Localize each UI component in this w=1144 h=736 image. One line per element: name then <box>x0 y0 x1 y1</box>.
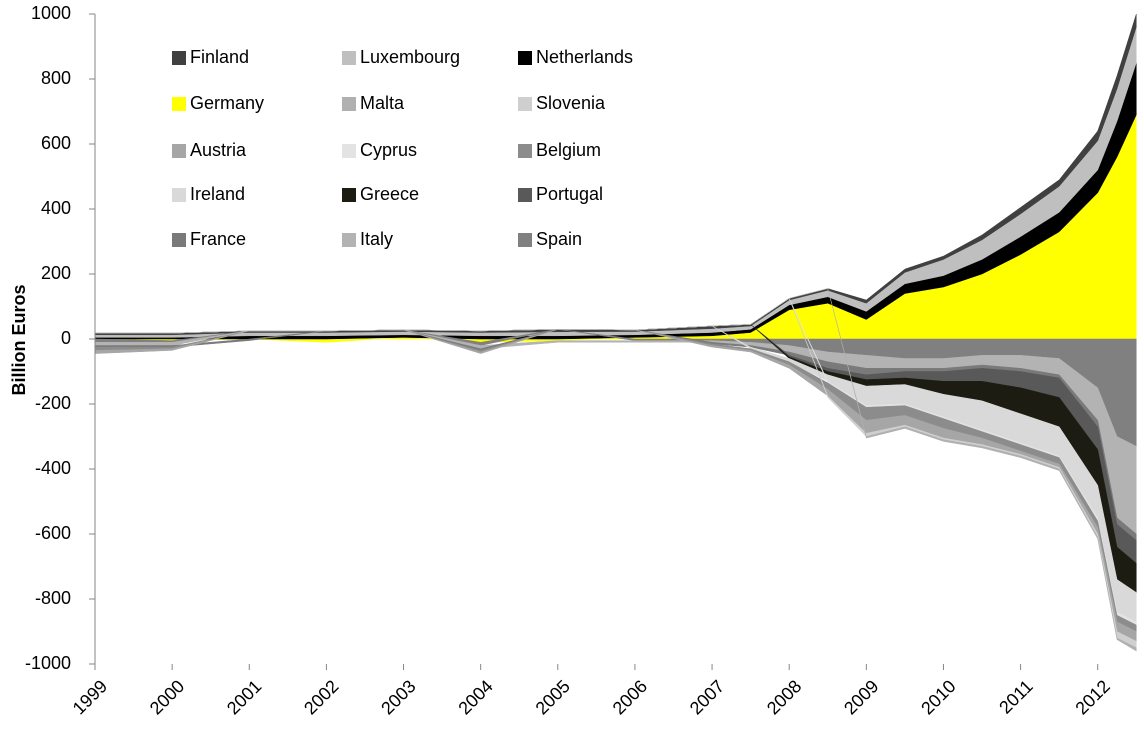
x-tick-label: 2005 <box>532 676 574 718</box>
legend-label: Austria <box>190 140 247 160</box>
legend-label: Slovenia <box>536 93 606 113</box>
legend-swatch <box>172 188 186 202</box>
legend-swatch <box>342 51 356 65</box>
legend-swatch <box>342 233 356 247</box>
y-tick-label: 400 <box>41 198 71 218</box>
legend-swatch <box>518 188 532 202</box>
legend-swatch <box>172 51 186 65</box>
legend-swatch <box>518 144 532 158</box>
x-tick-label: 2007 <box>686 676 728 718</box>
legend-swatch <box>172 97 186 111</box>
y-tick-label: -600 <box>35 523 71 543</box>
legend-swatch <box>342 97 356 111</box>
legend-label: Spain <box>536 229 582 249</box>
legend-label: France <box>190 229 246 249</box>
area <box>95 288 1137 652</box>
legend-label: Netherlands <box>536 47 633 67</box>
y-tick-label: 600 <box>41 133 71 153</box>
area <box>94 114 1137 343</box>
legend-label: Luxembourg <box>360 47 460 67</box>
x-tick-label: 2004 <box>454 676 496 718</box>
legend-label: Greece <box>360 184 419 204</box>
y-tick-label: 0 <box>61 328 71 348</box>
x-tick-label: 2000 <box>146 676 188 718</box>
legend-swatch <box>518 233 532 247</box>
legend-label: Ireland <box>190 184 245 204</box>
x-tick-label: 2009 <box>840 676 882 718</box>
area <box>94 329 1137 535</box>
legend-swatch <box>342 144 356 158</box>
legend-label: Portugal <box>536 184 603 204</box>
legend-label: Belgium <box>536 140 601 160</box>
legend-swatch <box>518 97 532 111</box>
legend-swatch <box>342 188 356 202</box>
y-tick-label: -400 <box>35 458 71 478</box>
legend-label: Finland <box>190 47 249 67</box>
legend-swatch <box>518 51 532 65</box>
x-tick-label: 1999 <box>69 676 111 718</box>
x-tick-label: 2003 <box>377 676 419 718</box>
y-tick-label: 200 <box>41 263 71 283</box>
legend-label: Malta <box>360 93 405 113</box>
y-tick-label: -1000 <box>25 653 71 673</box>
y-tick-label: 1000 <box>31 3 71 23</box>
legend-swatch <box>172 144 186 158</box>
x-tick-label: 2001 <box>223 676 265 718</box>
y-tick-label: -800 <box>35 588 71 608</box>
legend-label: Germany <box>190 93 264 113</box>
x-tick-label: 2012 <box>1071 676 1113 718</box>
x-tick-label: 2011 <box>995 676 1037 718</box>
x-tick-label: 2008 <box>763 676 805 718</box>
x-tick-label: 2002 <box>300 676 342 718</box>
y-axis-title: Billion Euros <box>9 284 29 395</box>
legend-swatch <box>172 233 186 247</box>
x-tick-label: 2006 <box>609 676 651 718</box>
y-tick-label: 800 <box>41 68 71 88</box>
legend-label: Cyprus <box>360 140 417 160</box>
y-tick-label: -200 <box>35 393 71 413</box>
x-tick-label: 2010 <box>917 676 959 718</box>
legend-label: Italy <box>360 229 393 249</box>
